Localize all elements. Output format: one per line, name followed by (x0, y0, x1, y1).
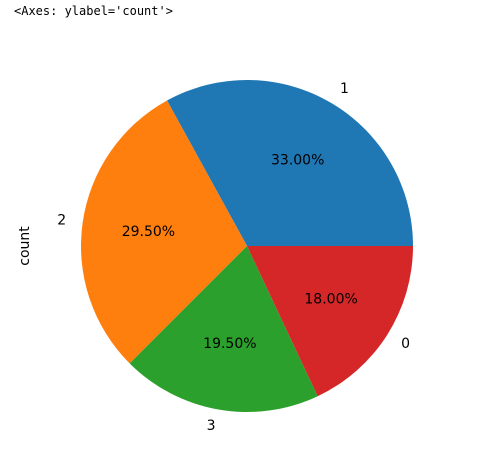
slice-label: 3 (207, 418, 216, 434)
output-text: <Axes: ylabel='count'> (14, 4, 173, 18)
pie-wedge (80, 100, 247, 364)
slice-label: 2 (57, 212, 66, 228)
percent-label: 33.00% (271, 152, 324, 168)
percent-label: 19.50% (203, 336, 256, 352)
slice-label: 0 (401, 336, 410, 352)
pie-wedge (129, 246, 318, 412)
pie-wedge (247, 246, 413, 397)
percent-label: 29.50% (122, 224, 175, 240)
percent-label: 18.00% (304, 291, 357, 307)
y-axis-label: count (17, 226, 33, 266)
pie-wedge (167, 79, 413, 246)
slice-label: 1 (340, 81, 349, 97)
